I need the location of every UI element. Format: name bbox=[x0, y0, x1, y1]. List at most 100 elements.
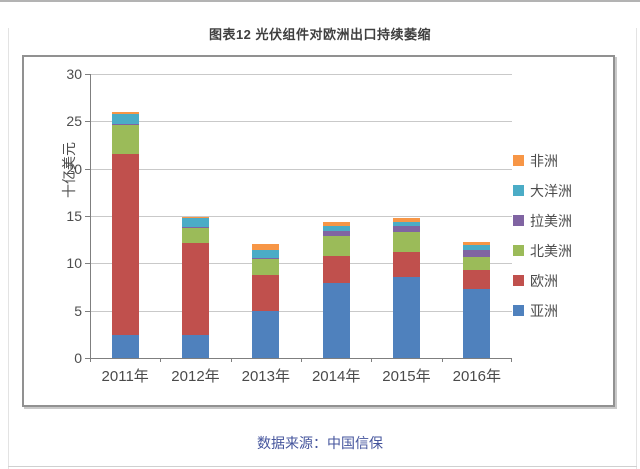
legend-label: 非洲 bbox=[530, 152, 558, 169]
bar-slot bbox=[442, 74, 512, 358]
gridline bbox=[90, 168, 512, 170]
y-axis-tick bbox=[85, 310, 90, 312]
x-axis-tick bbox=[301, 358, 302, 362]
page-top-border bbox=[0, 0, 640, 2]
stacked-bar-2011年 bbox=[111, 111, 139, 358]
legend-swatch-icon bbox=[513, 275, 524, 286]
y-tick-label: 5 bbox=[74, 302, 82, 319]
legend-item-亚洲: 亚洲 bbox=[513, 300, 572, 321]
x-axis-tick bbox=[90, 358, 91, 362]
x-category-label: 2011年 bbox=[101, 368, 149, 385]
x-category-label: 2014年 bbox=[311, 368, 361, 385]
y-tick-label: 30 bbox=[66, 66, 82, 82]
bar-segment-北美洲 bbox=[463, 256, 491, 270]
bar-segment-北美洲 bbox=[181, 228, 209, 244]
bar-segment-欧洲 bbox=[392, 251, 420, 277]
bar-segment-拉美洲 bbox=[392, 226, 420, 233]
legend-item-欧洲: 欧洲 bbox=[513, 270, 572, 291]
gridline bbox=[90, 216, 512, 217]
bar-segment-非洲 bbox=[322, 221, 350, 227]
stacked-bar-2016年 bbox=[463, 241, 491, 358]
y-tick-label: 15 bbox=[66, 208, 82, 224]
bar-segment-欧洲 bbox=[322, 255, 350, 284]
gridline bbox=[90, 263, 512, 265]
bar-segment-非洲 bbox=[392, 217, 420, 222]
bar-segment-拉美洲 bbox=[181, 227, 209, 229]
legend-label: 欧洲 bbox=[530, 272, 558, 289]
bars-container bbox=[90, 74, 512, 358]
x-axis-tick bbox=[441, 358, 443, 362]
x-axis-tick bbox=[371, 358, 373, 362]
x-axis-tick bbox=[230, 358, 232, 362]
bar-segment-亚洲 bbox=[322, 283, 350, 358]
y-axis-tick bbox=[85, 121, 90, 123]
legend-item-北美洲: 北美洲 bbox=[513, 240, 572, 261]
plot-area bbox=[85, 74, 512, 362]
legend-swatch-icon bbox=[513, 305, 524, 316]
legend-item-非洲: 非洲 bbox=[513, 150, 572, 171]
bar-segment-欧洲 bbox=[463, 269, 491, 289]
legend: 非洲大洋洲拉美洲北美洲欧洲亚洲 bbox=[513, 150, 572, 321]
bar-slot bbox=[371, 74, 441, 358]
x-category-label: 2016年 bbox=[452, 368, 501, 385]
bar-slot bbox=[231, 74, 301, 358]
bar-segment-大洋洲 bbox=[252, 250, 280, 258]
bar-segment-非洲 bbox=[111, 111, 139, 114]
bar-segment-大洋洲 bbox=[322, 226, 350, 232]
bar-segment-非洲 bbox=[252, 244, 280, 251]
y-axis-tick bbox=[85, 168, 90, 170]
stacked-bar-2013年 bbox=[252, 244, 280, 358]
page-bottom-border bbox=[8, 466, 637, 467]
bar-segment-欧洲 bbox=[181, 243, 209, 336]
bar-segment-非洲 bbox=[181, 217, 209, 218]
legend-label: 大洋洲 bbox=[530, 182, 572, 199]
data-source-note: 数据来源：中国信保 bbox=[257, 435, 383, 451]
bar-segment-拉美洲 bbox=[252, 257, 280, 259]
gridline bbox=[90, 310, 512, 312]
bar-segment-亚洲 bbox=[252, 310, 280, 358]
stacked-bar-2014年 bbox=[322, 221, 350, 358]
bar-segment-大洋洲 bbox=[111, 113, 139, 125]
legend-swatch-icon bbox=[513, 215, 524, 226]
stacked-bar-2015年 bbox=[392, 217, 420, 358]
bar-segment-亚洲 bbox=[463, 288, 491, 358]
legend-label: 亚洲 bbox=[530, 302, 558, 319]
stacked-bar-2012年 bbox=[181, 217, 209, 358]
y-axis-tick bbox=[85, 216, 90, 217]
x-category-label: 2015年 bbox=[382, 368, 431, 385]
legend-label: 北美洲 bbox=[530, 242, 572, 259]
bar-slot bbox=[160, 74, 230, 358]
legend-label: 拉美洲 bbox=[530, 212, 572, 229]
y-tick-label: 25 bbox=[66, 113, 82, 130]
x-category-label: 2013年 bbox=[241, 368, 290, 385]
bar-slot bbox=[301, 74, 371, 358]
page-title: 图表12 光伏组件对欧洲出口持续萎缩 bbox=[208, 27, 432, 42]
bar-segment-大洋洲 bbox=[181, 217, 209, 228]
bar-segment-拉美洲 bbox=[463, 250, 491, 257]
y-tick-label: 20 bbox=[66, 160, 82, 177]
y-axis-line bbox=[90, 74, 91, 358]
gridline bbox=[90, 121, 512, 123]
bar-segment-北美洲 bbox=[252, 258, 280, 275]
x-axis-labels: 2011年 2012年 2013年 2014年 2015年 2016年 bbox=[90, 365, 512, 386]
bar-segment-北美洲 bbox=[111, 125, 139, 154]
x-axis-tick bbox=[511, 358, 512, 362]
legend-swatch-icon bbox=[513, 155, 524, 166]
y-axis-tick bbox=[85, 74, 90, 75]
page-right-border bbox=[636, 28, 637, 469]
bar-segment-大洋洲 bbox=[392, 221, 420, 227]
x-category-label: 2012年 bbox=[171, 368, 220, 385]
bar-segment-欧洲 bbox=[252, 274, 280, 311]
bar-segment-欧洲 bbox=[111, 153, 139, 336]
y-axis-tick bbox=[85, 358, 90, 359]
legend-swatch-icon bbox=[513, 185, 524, 196]
bar-segment-亚洲 bbox=[111, 335, 139, 358]
y-axis-tick bbox=[85, 263, 90, 265]
bar-segment-北美洲 bbox=[392, 232, 420, 252]
chart-frame: 十亿美元 2011年 2012年 2013年 2014年 2015年 2016年 非洲 大洋… bbox=[22, 55, 615, 407]
y-tick-label: 0 bbox=[74, 350, 82, 366]
bar-segment-拉美洲 bbox=[111, 124, 139, 126]
bar-segment-大洋洲 bbox=[463, 245, 491, 251]
bar-segment-拉美洲 bbox=[322, 231, 350, 236]
bar-segment-北美洲 bbox=[322, 235, 350, 256]
